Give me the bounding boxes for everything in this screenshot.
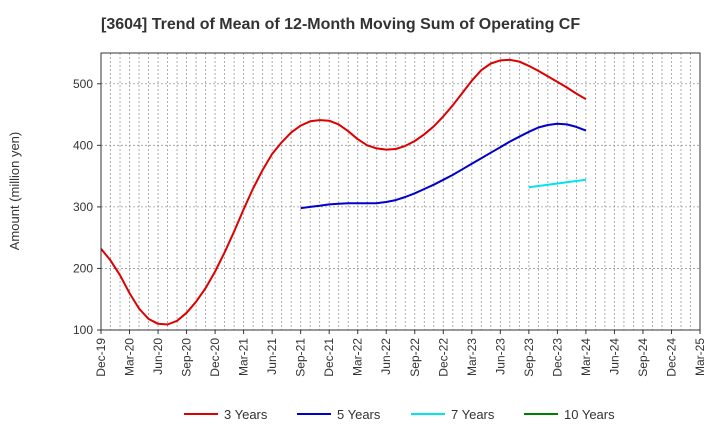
x-tick-label: Mar-22 — [351, 338, 365, 376]
x-tick-label: Dec-24 — [664, 338, 678, 377]
y-tick-label: 300 — [73, 200, 93, 214]
x-tick-label: Dec-19 — [94, 338, 108, 377]
legend-label: 10 Years — [564, 407, 615, 422]
x-tick-label: Mar-21 — [237, 338, 251, 376]
x-tick-label: Mar-24 — [579, 338, 593, 376]
x-tick-label: Sep-21 — [294, 338, 308, 377]
x-tick-label: Jun-24 — [607, 338, 621, 375]
x-tick-label: Sep-24 — [636, 338, 650, 377]
series-line-5-years — [300, 122, 587, 210]
chart-title: [3604] Trend of Mean of 12-Month Moving … — [101, 16, 580, 33]
x-tick-label: Mar-20 — [123, 338, 137, 376]
legend-label: 5 Years — [337, 407, 381, 422]
y-tick-label: 500 — [73, 77, 93, 91]
x-tick-label: Sep-22 — [408, 338, 422, 377]
y-axis: 100 200 300 400 500 — [73, 77, 101, 337]
x-tick-label: Dec-22 — [436, 338, 450, 377]
y-tick-label: 100 — [73, 323, 93, 337]
series-layer — [100, 58, 587, 326]
x-tick-label: Jun-23 — [493, 338, 507, 375]
x-tick-label: Jun-20 — [151, 338, 165, 375]
x-tick-label: Dec-23 — [550, 338, 564, 377]
y-axis-label: Amount (million yen) — [7, 132, 22, 251]
series-line-7-years — [528, 178, 587, 189]
y-tick-label: 200 — [73, 261, 93, 275]
x-tick-label: Mar-23 — [465, 338, 479, 376]
x-tick-label: Jun-21 — [265, 338, 279, 375]
x-tick-label: Dec-21 — [322, 338, 336, 377]
x-tick-label: Sep-23 — [522, 338, 536, 377]
x-tick-label: Sep-20 — [180, 338, 194, 377]
x-tick-label: Jun-22 — [379, 338, 393, 375]
x-tick-label: Dec-20 — [208, 338, 222, 377]
x-axis: Dec-19 Mar-20 Jun-20 Sep-20 Dec-20 Mar-21 Jun-… — [94, 330, 707, 377]
grid — [101, 53, 700, 330]
series-line-3-years — [100, 58, 587, 326]
plot-frame — [100, 52, 701, 331]
legend-label: 7 Years — [451, 407, 495, 422]
y-tick-label: 400 — [73, 138, 93, 152]
x-tick-label: Mar-25 — [693, 338, 707, 376]
legend: 3 Years 5 Years 7 Years 10 Years — [184, 407, 615, 422]
legend-label: 3 Years — [224, 407, 268, 422]
